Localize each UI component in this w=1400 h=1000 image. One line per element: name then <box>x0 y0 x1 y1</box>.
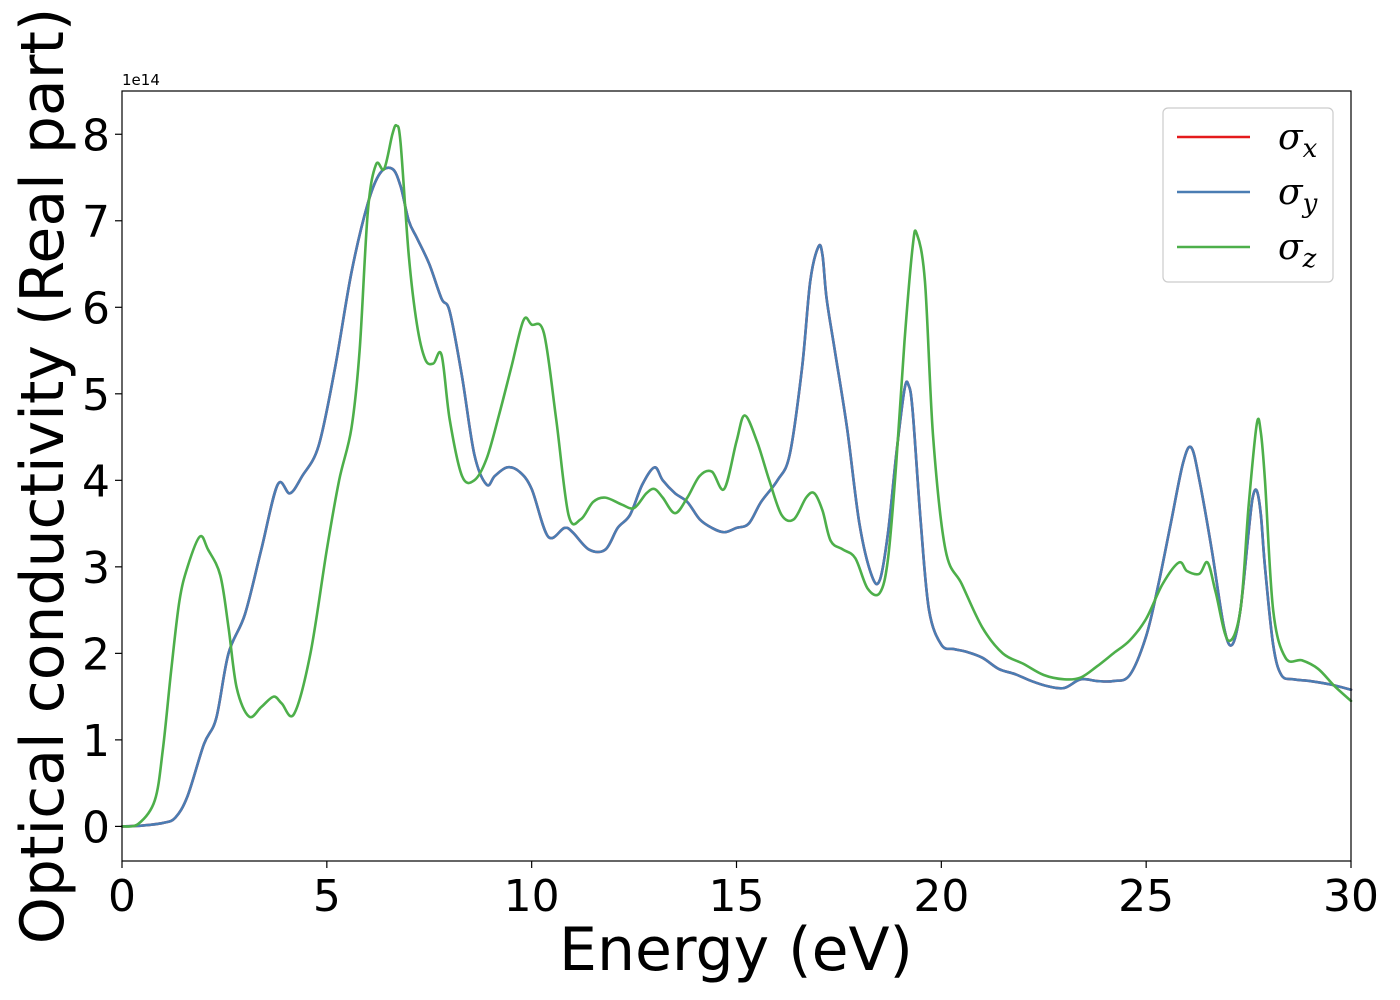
y-axis-label: Optical conductivity (Real part) <box>8 8 78 945</box>
series-line-y <box>120 166 1353 828</box>
y-tick-label: 8 <box>82 110 110 161</box>
legend-label-x: σx <box>1278 117 1318 164</box>
x-tick-label: 30 <box>1323 871 1379 922</box>
series-layer <box>120 123 1353 828</box>
x-tick-label: 20 <box>913 871 969 922</box>
plot-area <box>122 91 1351 861</box>
y-tick-label: 3 <box>82 543 110 594</box>
series-line-z <box>120 123 1353 828</box>
legend-label-z: σz <box>1278 227 1317 274</box>
y-tick-label: 0 <box>82 802 110 853</box>
legend-frame <box>1162 107 1334 283</box>
y-tick-label: 6 <box>82 283 110 334</box>
x-tick-label: 15 <box>709 871 765 922</box>
y-tick-label: 4 <box>82 456 110 507</box>
x-axis-label: Energy (eV) <box>559 915 913 985</box>
x-tick-label: 0 <box>108 871 136 922</box>
y-tick-label: 5 <box>82 370 110 421</box>
x-tick-label: 5 <box>313 871 341 922</box>
y-tick-label: 2 <box>82 629 110 680</box>
legend: σx σy σz <box>1162 107 1334 283</box>
y-offset-label: 1e14 <box>122 71 160 89</box>
x-tick-label: 25 <box>1118 871 1174 922</box>
y-tick-label: 7 <box>82 197 110 248</box>
y-axis-ticks: 0 1 2 3 4 5 6 7 8 <box>82 110 122 853</box>
x-axis-ticks: 0 5 10 15 20 25 30 <box>108 861 1379 922</box>
y-tick-label: 1 <box>82 716 110 767</box>
x-tick-label: 10 <box>504 871 560 922</box>
legend-label-y: σy <box>1278 172 1318 219</box>
